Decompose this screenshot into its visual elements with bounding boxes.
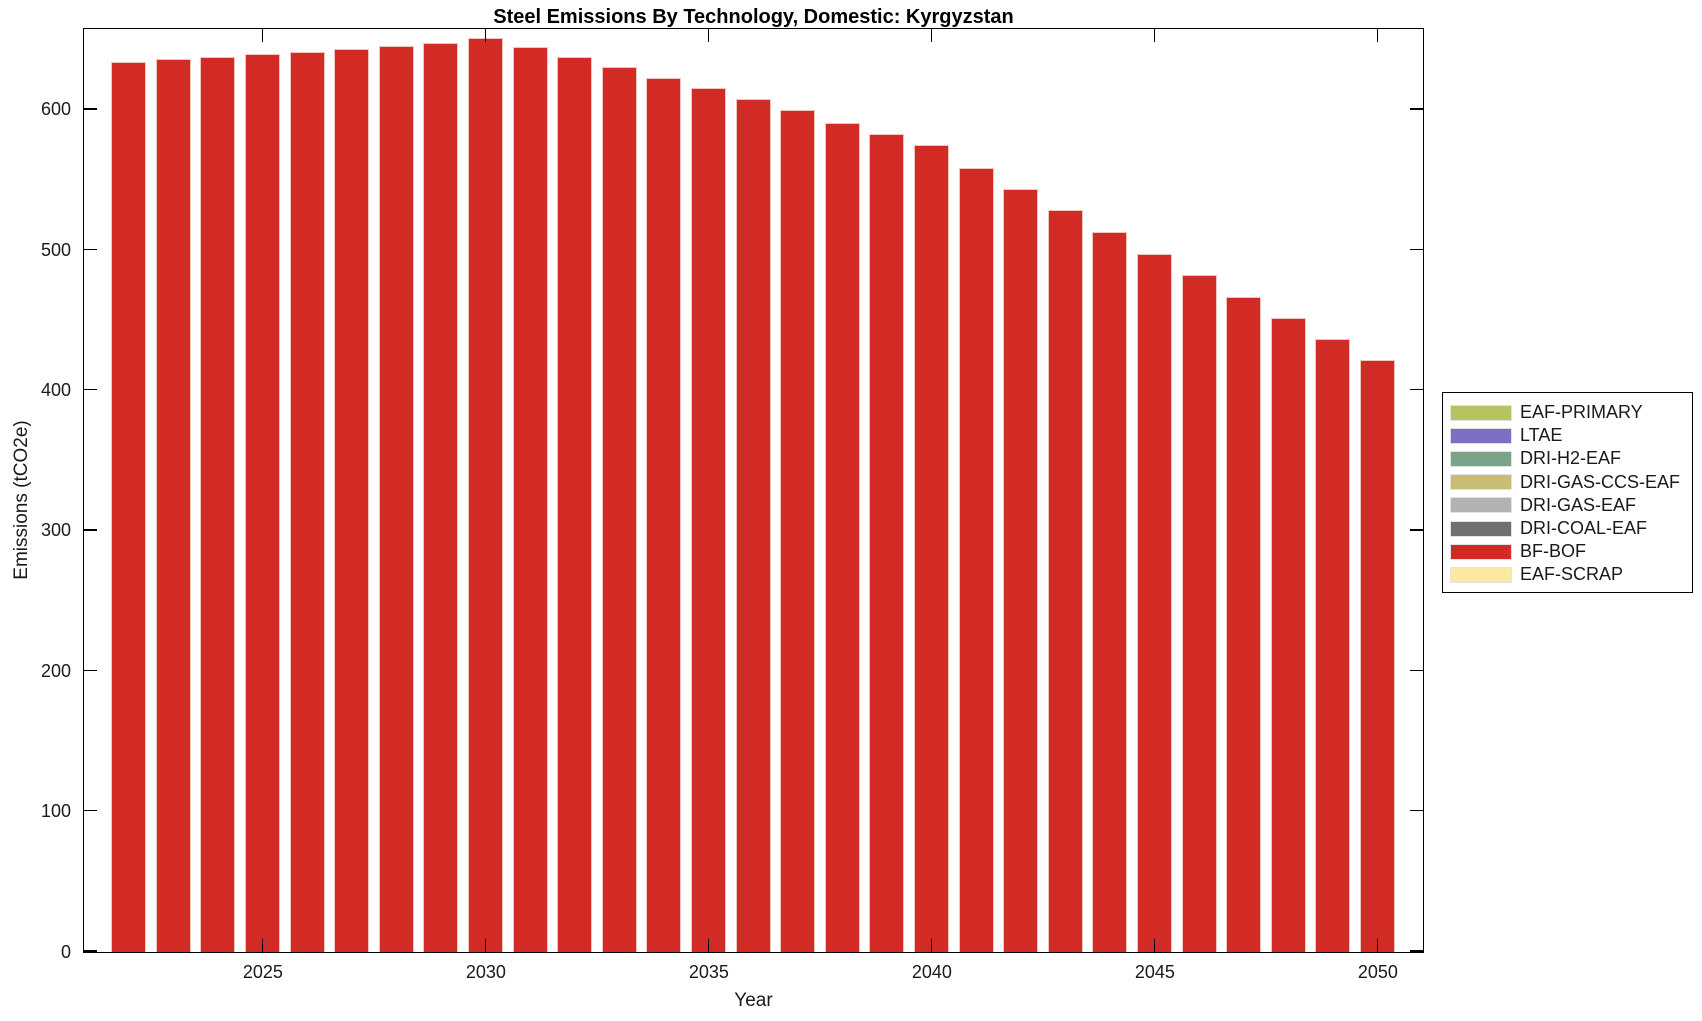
x-tick-label-2045: 2045 [1134,962,1175,982]
legend-item-dri-h2-eaf: DRI-H2-EAF [1450,447,1692,470]
legend-swatch-icon [1450,427,1512,444]
y-tick-label-600: 600 [40,99,71,120]
y-tick-label-100: 100 [40,801,71,822]
y-axis-label: Emissions (tCO2e) [11,420,32,580]
y-tick-0 [1410,950,1423,952]
x-tick-2030 [484,939,487,952]
y-tick-200 [1410,669,1423,672]
bar-2043 [1047,209,1083,952]
bar-2028 [378,46,414,952]
y-tick-200 [84,669,97,672]
legend-item-dri-gas-ccs-eaf: DRI-GAS-CCS-EAF [1450,471,1692,494]
legend-swatch-icon [1450,474,1512,491]
y-tick-400 [84,388,97,391]
y-tick-300 [1410,529,1423,531]
y-tick-500 [84,248,97,251]
y-tick-100 [1410,809,1423,812]
y-tick-400 [1410,388,1423,391]
bar-2046 [1181,274,1217,952]
x-tick-label-2030: 2030 [465,962,506,982]
legend-swatch-icon [1450,566,1512,583]
x-tick-2035 [707,939,710,952]
y-tick-100 [84,809,97,812]
x-tick-label-2025: 2025 [242,962,283,982]
legend-label: DRI-GAS-EAF [1520,494,1637,515]
bar-2039 [869,133,905,952]
legend-swatch-icon [1450,520,1512,537]
legend-item-dri-coal-eaf: DRI-COAL-EAF [1450,517,1692,540]
bar-2032 [557,56,593,952]
y-tick-label-400: 400 [40,380,71,401]
legend: EAF-PRIMARY LTAE DRI-H2-EAF DRI-GAS-CCS-EAF… [1442,392,1693,593]
bar-2038 [824,122,860,952]
bar-2036 [735,98,771,952]
bar-2023 [155,59,191,952]
bar-2031 [512,46,548,952]
chart-title: Steel Emissions By Technology, Domestic:… [493,6,1014,28]
bar-2045 [1136,253,1172,952]
x-tick-2050 [1376,939,1379,952]
bar-2029 [423,42,459,952]
y-tick-label-200: 200 [40,660,71,681]
y-tick-600 [1410,108,1423,110]
y-tick-label-500: 500 [40,239,71,260]
bar-2035 [690,88,726,952]
bar-2050 [1359,359,1395,952]
bar-2049 [1315,338,1351,952]
x-tick-2030 [484,29,487,42]
y-tick-label-0: 0 [60,941,71,962]
bar-2022 [111,62,147,952]
bar-2030 [467,38,503,952]
x-axis-label: Year [734,990,773,1011]
bar-2048 [1270,317,1306,952]
legend-item-eaf-scrap: EAF-SCRAP [1450,563,1692,586]
x-tick-2050 [1376,29,1379,42]
bar-2034 [646,77,682,952]
legend-label: LTAE [1520,425,1563,446]
x-tick-2045 [1153,939,1156,952]
bar-2027 [334,48,370,952]
bar-2025 [244,53,280,952]
legend-item-dri-gas-eaf: DRI-GAS-EAF [1450,494,1692,517]
bar-2041 [958,167,994,952]
plot-area [83,28,1424,953]
y-tick-300 [84,529,97,531]
x-tick-2025 [261,939,264,952]
bar-2026 [289,51,325,952]
bar-2042 [1003,188,1039,952]
x-tick-2025 [261,29,264,42]
bar-2047 [1226,296,1262,952]
bar-2040 [913,145,949,952]
bar-2024 [200,56,236,952]
x-tick-2035 [707,29,710,42]
bar-2037 [780,110,816,952]
legend-label: DRI-COAL-EAF [1520,518,1648,539]
legend-swatch-icon [1450,450,1512,467]
y-tick-0 [84,950,97,952]
y-tick-500 [1410,248,1423,251]
legend-item-ltae: LTAE [1450,424,1692,447]
legend-swatch-icon [1450,497,1512,514]
legend-label: DRI-H2-EAF [1520,448,1622,469]
legend-label: EAF-PRIMARY [1520,402,1643,423]
y-tick-600 [84,108,97,110]
x-tick-label-2040: 2040 [911,962,952,982]
x-tick-label-2035: 2035 [688,962,729,982]
x-tick-2045 [1153,29,1156,42]
x-tick-2040 [930,29,933,42]
legend-item-bf-bof: BF-BOF [1450,540,1692,563]
y-tick-label-300: 300 [40,520,71,541]
legend-swatch-icon [1450,543,1512,560]
legend-label: DRI-GAS-CCS-EAF [1520,471,1681,492]
bar-2044 [1092,232,1128,952]
bar-2033 [601,66,637,952]
legend-label: BF-BOF [1520,541,1586,562]
legend-item-eaf-primary: EAF-PRIMARY [1450,401,1692,424]
x-tick-label-2050: 2050 [1357,962,1398,982]
legend-label: EAF-SCRAP [1520,564,1624,585]
x-tick-2040 [930,939,933,952]
legend-swatch-icon [1450,404,1512,421]
